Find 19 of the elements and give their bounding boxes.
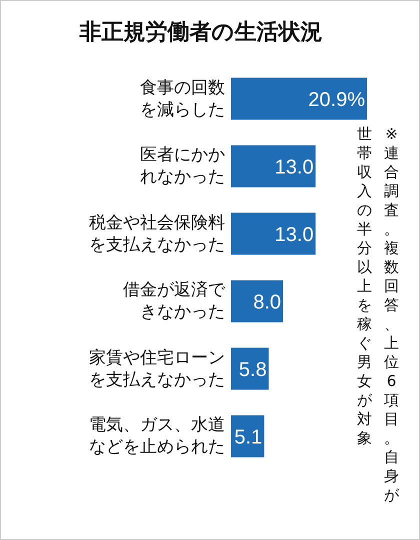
- data-label: 20.9%: [308, 88, 366, 111]
- data-label: 5.1: [234, 426, 262, 448]
- y-tick-label: 借金が返済できなかった: [122, 279, 225, 324]
- bar: [231, 78, 367, 120]
- bar: [231, 212, 316, 255]
- y-tick-label: 税金や社会保険料を支払えなかった: [88, 212, 225, 256]
- y-tick-label: 食事の回数を減らした: [139, 76, 225, 121]
- bar: [231, 415, 264, 458]
- data-label: 8.0: [253, 291, 282, 314]
- data-label: 13.0: [274, 224, 314, 246]
- text: ※連合調査。複数回答、上位6項目。自身が世帯収入の半分以上を稼ぐ男女が対象: [357, 125, 399, 504]
- chart-title: 非正規労働者の生活状況: [78, 20, 322, 45]
- data-label: 5.8: [238, 358, 267, 381]
- bar: [231, 280, 284, 322]
- bar: [231, 145, 316, 188]
- data-label: 13.0: [274, 156, 314, 178]
- y-tick-label: 電気、ガス、水道などを止められた: [88, 414, 225, 458]
- y-tick-label: 家賃や住宅ローンを支払えなかった: [88, 346, 225, 391]
- y-tick-label: 医者にかかれなかった: [139, 144, 225, 188]
